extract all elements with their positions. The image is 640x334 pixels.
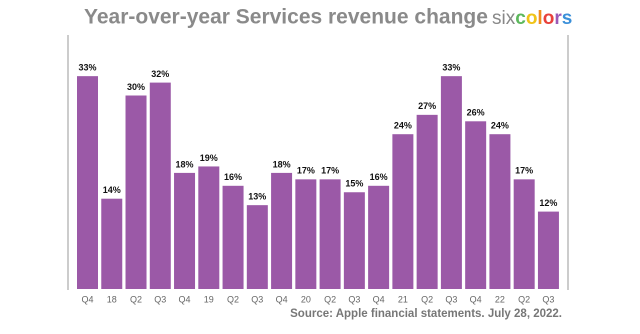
value-label: 13% <box>248 192 266 202</box>
value-label: 17% <box>297 166 315 176</box>
bar <box>368 185 390 289</box>
source: Source: Apple financial statements. July… <box>290 308 562 320</box>
value-label: 16% <box>224 172 242 182</box>
x-tick-label: Q3 <box>251 294 263 304</box>
value-label: 18% <box>176 159 194 169</box>
x-tick-label: 19 <box>204 294 214 304</box>
bar <box>440 76 462 290</box>
value-label: 18% <box>273 159 291 169</box>
x-tick-label: Q2 <box>324 294 336 304</box>
bar <box>392 134 414 289</box>
value-label: 27% <box>418 101 436 111</box>
x-tick-label: Q4 <box>470 294 482 304</box>
chart-title: Year-over-year Services revenue change <box>84 6 488 29</box>
value-label: 33% <box>78 63 96 73</box>
value-label: 24% <box>491 121 509 131</box>
x-tick-label: 20 <box>301 294 311 304</box>
bar <box>343 192 365 289</box>
value-label: 33% <box>442 63 460 73</box>
bar <box>198 166 220 289</box>
x-tick-label: Q3 <box>348 294 360 304</box>
bar <box>246 205 268 289</box>
bar <box>149 82 171 289</box>
bar <box>77 76 98 290</box>
logo: sixcolors <box>492 8 572 29</box>
x-tick-label: 22 <box>495 294 505 304</box>
bar <box>465 121 487 289</box>
x-tick-label: Q2 <box>518 294 530 304</box>
x-tick-label: Q4 <box>81 294 93 304</box>
bar <box>101 198 123 289</box>
x-tick-label: Q4 <box>179 294 191 304</box>
x-tick-label: 18 <box>107 294 117 304</box>
x-tick-label: 21 <box>398 294 408 304</box>
value-label: 17% <box>515 166 533 176</box>
bar <box>295 179 317 289</box>
value-label: 12% <box>539 198 557 208</box>
x-tick-label: Q2 <box>227 294 239 304</box>
bar <box>271 172 293 289</box>
bar <box>489 134 511 289</box>
bar <box>513 179 535 289</box>
value-label: 17% <box>321 166 339 176</box>
x-tick-label: Q2 <box>130 294 142 304</box>
value-label: 15% <box>345 179 363 189</box>
x-tick-label: Q4 <box>276 294 288 304</box>
value-label: 26% <box>467 108 485 118</box>
x-tick-label: Q2 <box>421 294 433 304</box>
bar <box>537 211 559 289</box>
value-label: 24% <box>394 121 412 131</box>
x-tick-label: Q3 <box>154 294 166 304</box>
bar <box>416 114 438 289</box>
logo-six: six <box>492 8 516 29</box>
x-tick-label: Q3 <box>542 294 554 304</box>
bar <box>319 179 341 289</box>
bar <box>125 95 147 289</box>
bar <box>174 172 196 289</box>
value-label: 30% <box>127 82 145 92</box>
bar <box>222 185 244 289</box>
x-tick-label: Q3 <box>445 294 457 304</box>
value-label: 19% <box>200 153 218 163</box>
value-label: 16% <box>370 172 388 182</box>
value-label: 14% <box>103 185 121 195</box>
value-label: 32% <box>151 69 169 79</box>
logo-colors: colors <box>515 8 572 29</box>
x-tick-label: Q4 <box>373 294 385 304</box>
